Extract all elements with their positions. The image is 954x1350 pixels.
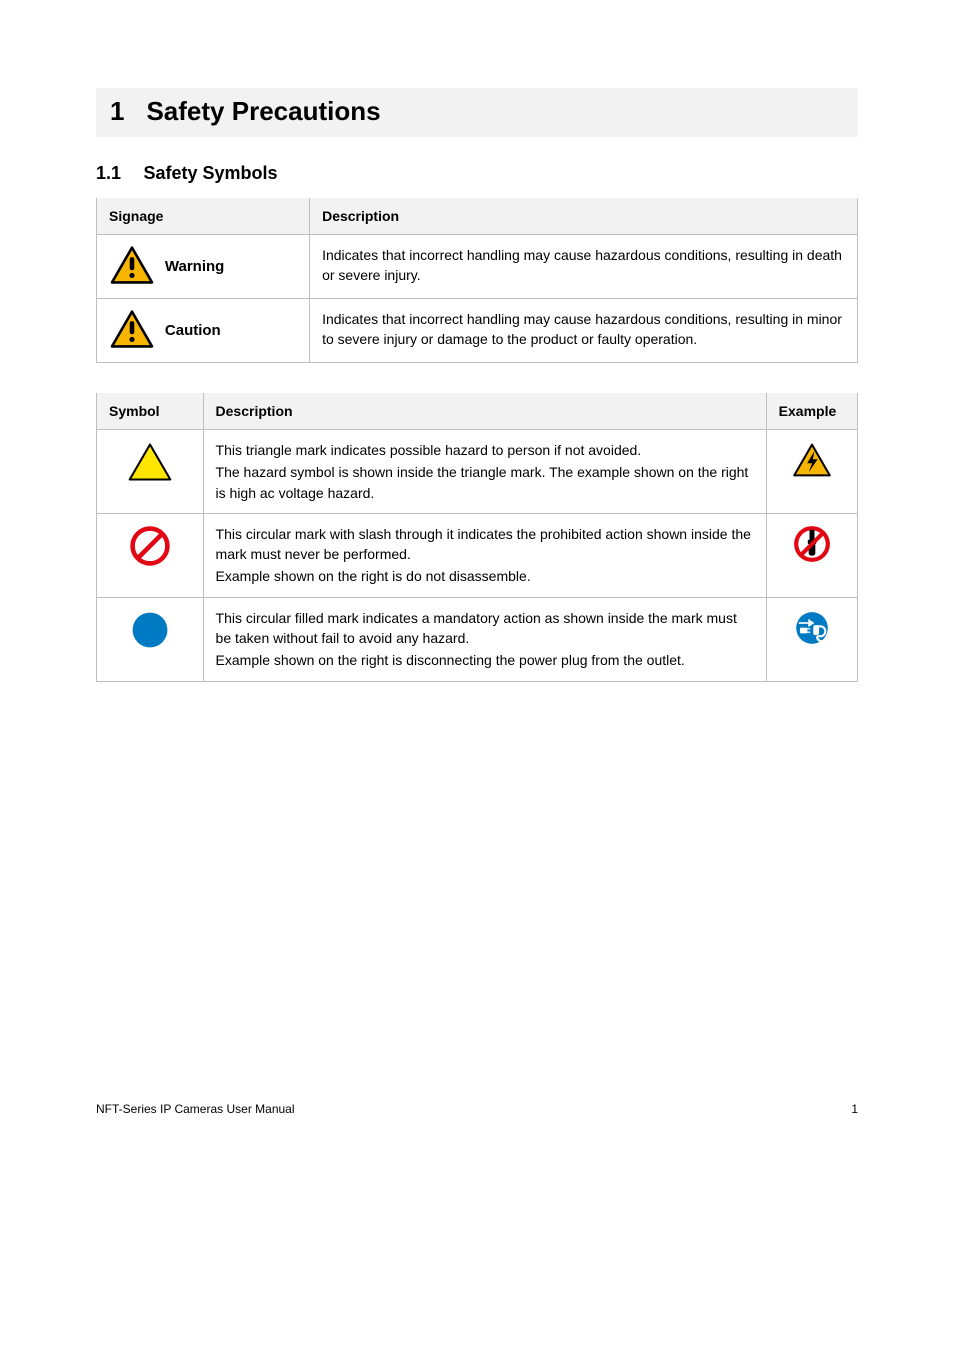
t1-header-signage: Signage: [97, 198, 310, 235]
row-body: Example shown on the right is do not dis…: [216, 568, 531, 584]
page-footer: NFT-Series IP Cameras User Manual 1: [96, 1102, 858, 1116]
t2-header-desc: Description: [203, 393, 766, 430]
subsection-title: Safety Symbols: [143, 163, 277, 183]
hazard-triangle-icon: [126, 471, 174, 487]
row-lead: This circular mark with slash through it…: [216, 524, 754, 565]
t2-header-example: Example: [766, 393, 857, 430]
subsection-number: 1.1: [96, 163, 121, 183]
row-lead: This circular filled mark indicates a ma…: [216, 608, 754, 649]
table-row: Warning Indicates that incorrect handlin…: [97, 235, 858, 299]
row-label: Caution: [165, 322, 221, 339]
row-lead: This triangle mark indicates possible ha…: [216, 440, 754, 460]
footer-page-number: 1: [851, 1102, 858, 1116]
no-screwdriver-icon: [791, 551, 833, 567]
row-desc: Indicates that incorrect handling may ca…: [310, 299, 858, 363]
footer-doc-title: NFT-Series IP Cameras User Manual: [96, 1102, 295, 1116]
table-row: This circular mark with slash through it…: [97, 513, 858, 597]
row-desc: This circular filled mark indicates a ma…: [203, 597, 766, 681]
table-row: This circular filled mark indicates a ma…: [97, 597, 858, 681]
bolt-triangle-icon: [791, 467, 833, 483]
unplug-icon: [791, 635, 833, 651]
mandatory-circle-icon: [126, 639, 174, 655]
t2-header-symbol: Symbol: [97, 393, 204, 430]
row-desc: This triangle mark indicates possible ha…: [203, 430, 766, 514]
warning-exclaim-icon: [109, 336, 159, 352]
warning-exclaim-icon: [109, 272, 159, 288]
row-desc: Indicates that incorrect handling may ca…: [310, 235, 858, 299]
table-row: This triangle mark indicates possible ha…: [97, 430, 858, 514]
section-number: 1: [110, 96, 124, 127]
signage-table: Signage Description Warning Indicates t: [96, 198, 858, 363]
prohibit-circle-icon: [126, 555, 174, 571]
section-banner: 1 Safety Precautions: [96, 88, 858, 137]
section-title: Safety Precautions: [146, 96, 380, 127]
t1-header-desc: Description: [310, 198, 858, 235]
symbol-table: Symbol Description Example This triangle…: [96, 393, 858, 682]
row-label: Warning: [165, 258, 224, 275]
subsection-heading: 1.1 Safety Symbols: [96, 163, 858, 184]
row-body: Example shown on the right is disconnect…: [216, 652, 685, 668]
table-row: Caution Indicates that incorrect handlin…: [97, 299, 858, 363]
row-body: The hazard symbol is shown inside the tr…: [216, 464, 749, 500]
row-desc: This circular mark with slash through it…: [203, 513, 766, 597]
